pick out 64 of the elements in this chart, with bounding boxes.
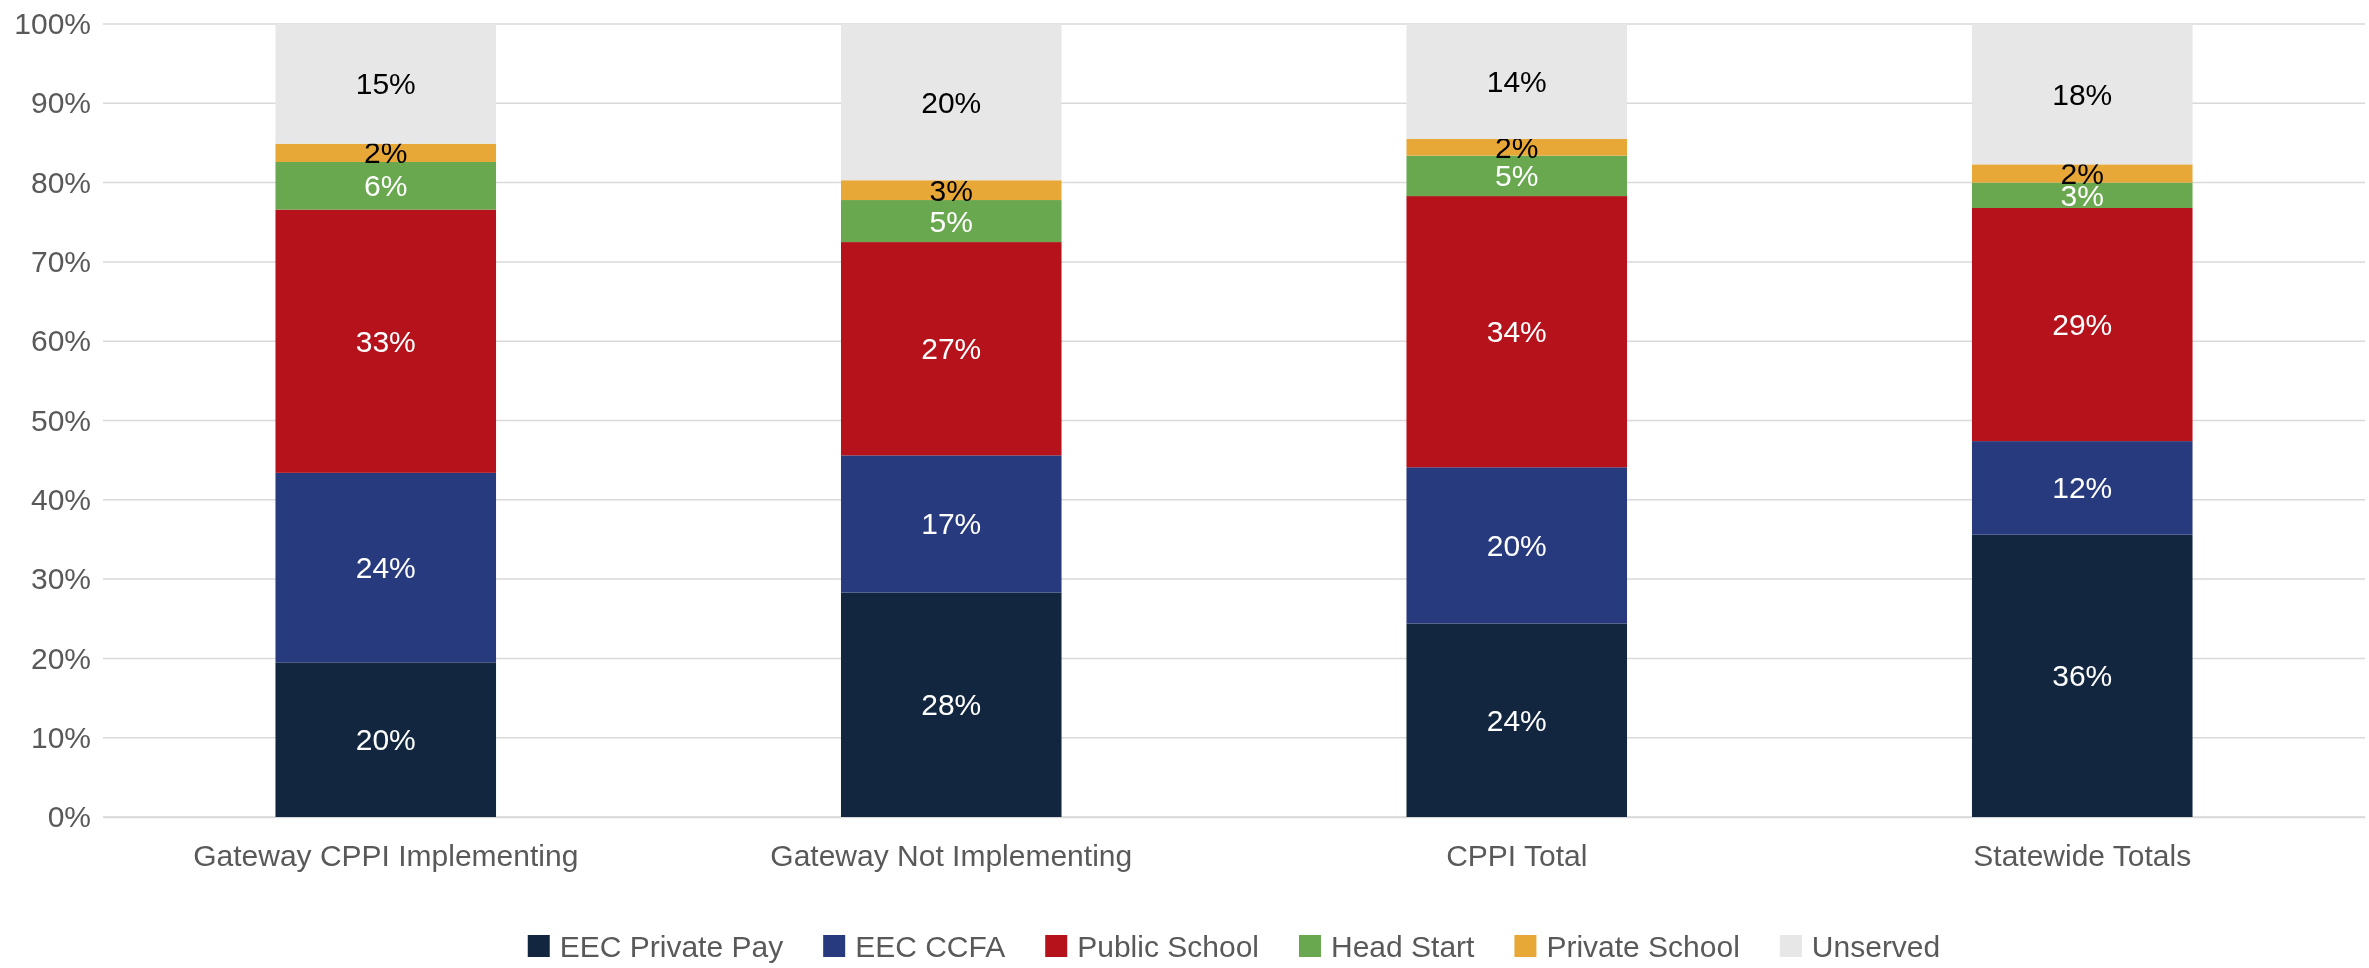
bar [1971,207,2193,442]
y-tick-label: 90% [30,86,91,120]
data-label: 28% [921,688,982,722]
bar [840,24,1062,181]
y-tick-label: 80% [30,165,91,199]
bar [840,200,1062,243]
bar [275,662,497,817]
legend-label: EEC CCFA [855,929,1006,963]
x-tick-label: CPPI Total [1446,839,1588,873]
bar [1971,164,2193,183]
bar [1406,467,1628,624]
data-label: 24% [355,551,416,585]
bar [1971,441,2193,535]
y-tick-label: 0% [47,800,91,834]
data-label: 36% [2052,659,2113,693]
x-tick-label: Gateway Not Implementing [770,839,1133,873]
bar [275,24,497,144]
data-label: 29% [2052,308,2113,342]
legend-label: EEC Private Pay [559,929,784,963]
data-label: 5% [929,204,973,238]
bar [1406,24,1628,139]
bar [1406,196,1628,468]
legend-label: Private School [1546,929,1740,963]
bar [840,455,1062,593]
y-tick-label: 100% [14,7,91,41]
y-tick-label: 60% [30,324,91,358]
x-tick-label: Gateway CPPI Implementing [193,839,579,873]
y-tick-label: 30% [30,562,91,596]
legend-label: Unserved [1811,929,1941,963]
bar [1406,623,1628,817]
bar [840,242,1062,456]
data-label: 34% [1486,315,1547,349]
y-tick-label: 40% [30,482,91,516]
data-label: 33% [355,324,416,358]
data-label: 15% [355,67,416,101]
bar [1971,182,2193,208]
bar [275,209,497,473]
data-label: 18% [2052,77,2113,111]
legend-label: Head Start [1330,929,1476,963]
data-label: 6% [364,169,408,203]
bar [275,161,497,210]
data-label: 3% [929,173,973,207]
data-label: 24% [1486,703,1547,737]
y-tick-label: 70% [30,245,91,278]
legend-label: Public School [1077,929,1259,963]
bar [1971,24,2193,165]
y-tick-label: 20% [30,641,91,675]
data-label: 27% [921,332,982,366]
bar [1971,534,2193,817]
bar [840,180,1062,201]
bar [275,143,497,162]
data-label: 17% [921,507,982,541]
data-label: 2% [364,136,408,170]
data-label: 12% [2052,471,2113,505]
bar [275,472,497,663]
bar [840,592,1062,817]
data-label: 20% [1486,528,1547,562]
y-tick-label: 10% [30,720,91,754]
data-label: 20% [921,85,982,119]
data-label: 20% [355,723,416,757]
bar [1406,138,1628,156]
y-tick-label: 50% [30,403,91,437]
data-label: 14% [1486,64,1547,98]
x-tick-label: Statewide Totals [1973,839,2192,873]
